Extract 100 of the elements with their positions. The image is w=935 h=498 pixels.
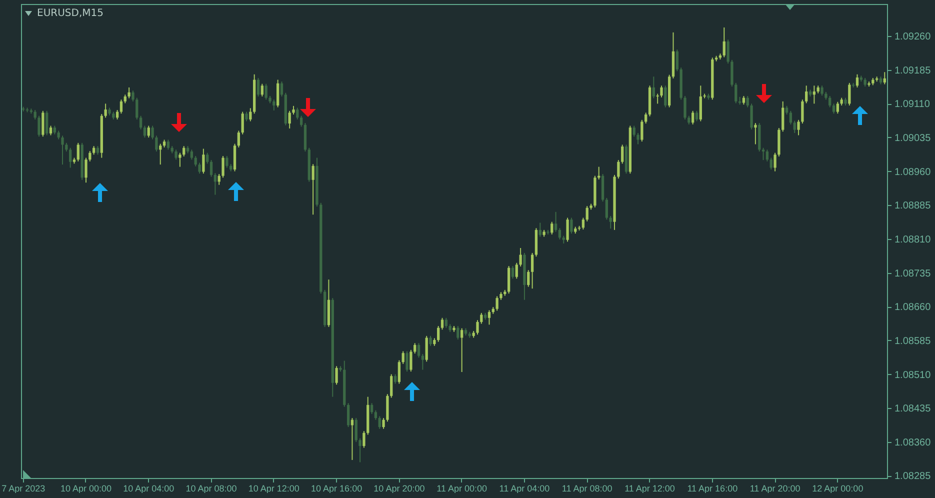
- candlestick: [84, 157, 88, 184]
- candlestick: [46, 110, 48, 136]
- candlestick: [398, 360, 401, 384]
- y-tick-label: 1.08735: [894, 268, 932, 280]
- candlestick: [174, 149, 178, 160]
- candlestick: [241, 111, 244, 135]
- candlestick: [601, 174, 604, 202]
- x-tick-label: 10 Apr 04:00: [123, 484, 174, 494]
- candlestick: [550, 221, 554, 235]
- candlestick: [104, 103, 107, 118]
- candlestick: [460, 328, 464, 373]
- candlestick: [382, 418, 385, 430]
- candlestick: [120, 99, 123, 114]
- candlestick: [805, 85, 808, 104]
- candlestick: [370, 402, 374, 414]
- candlestick: [726, 39, 730, 64]
- candlestick: [69, 147, 72, 168]
- x-tick-label: 10 Apr 20:00: [374, 484, 425, 494]
- candlestick: [444, 317, 448, 328]
- candlestick: [856, 74, 859, 88]
- candlestick: [820, 85, 824, 96]
- candlestick: [260, 83, 264, 97]
- candlestick: [429, 335, 432, 346]
- candlestick: [233, 143, 236, 172]
- candlestick: [766, 149, 769, 162]
- candlestick: [198, 162, 201, 174]
- candlestick: [214, 172, 217, 196]
- candlestick: [621, 144, 624, 164]
- candlestick: [182, 146, 186, 157]
- x-tick-label: 11 Apr 04:00: [499, 484, 550, 494]
- y-tick-label: 1.08360: [894, 437, 932, 448]
- candlestick: [832, 103, 836, 114]
- candlestick: [151, 125, 154, 140]
- candlestick: [378, 416, 381, 430]
- candlestick: [335, 366, 338, 386]
- candlestick: [582, 217, 585, 230]
- x-tick-label: 11 Apr 12:00: [624, 484, 675, 494]
- candlestick: [699, 85, 702, 122]
- candlestick: [312, 164, 314, 216]
- candlestick: [586, 206, 588, 222]
- y-tick-label: 1.08285: [894, 471, 932, 482]
- candlestick: [609, 215, 612, 230]
- candlestick: [237, 130, 240, 148]
- y-tick-label: 1.08885: [894, 200, 932, 212]
- candlestick: [617, 160, 620, 180]
- x-tick-label: 12 Apr 00:00: [812, 484, 864, 494]
- candlestick: [166, 139, 170, 150]
- x-tick-label: 11 Apr 20:00: [750, 484, 800, 494]
- x-tick-label: 10 Apr 16:00: [311, 484, 362, 494]
- candlestick: [828, 96, 832, 108]
- x-tick-label: 10 Apr 08:00: [186, 484, 237, 494]
- candlestick: [358, 438, 362, 463]
- candlestick: [440, 317, 444, 330]
- candlestick: [42, 110, 44, 138]
- candlestick: [789, 110, 792, 125]
- x-tick-label: 10 Apr 00:00: [60, 484, 112, 494]
- candlestick: [660, 85, 663, 98]
- x-tick-label: 10 Apr 12:00: [248, 484, 300, 494]
- candlestick: [476, 320, 479, 336]
- candlestick: [136, 97, 138, 120]
- candlestick: [656, 93, 659, 104]
- candlestick: [770, 157, 772, 170]
- candlestick: [836, 101, 839, 114]
- x-tick-label: 11 Apr 00:00: [436, 484, 488, 494]
- candlestick: [437, 326, 440, 342]
- candlestick: [362, 430, 366, 448]
- candlestick: [128, 86, 130, 99]
- candlestick: [519, 247, 522, 267]
- candlestick: [249, 108, 252, 122]
- candlestick: [194, 155, 197, 167]
- y-tick-label: 1.08585: [894, 336, 932, 347]
- candlestick: [605, 197, 608, 220]
- x-tick-label: 7 Apr 2023: [2, 484, 46, 494]
- candlestick: [570, 217, 573, 234]
- candlestick: [206, 152, 209, 164]
- candlestick: [527, 270, 530, 288]
- y-tick-label: 1.09260: [894, 32, 932, 43]
- candlestick: [222, 155, 224, 178]
- candlestick: [883, 72, 886, 85]
- candlestick: [61, 135, 64, 166]
- candlestick: [354, 418, 358, 442]
- candlestick: [390, 374, 393, 398]
- candlestick: [797, 119, 800, 136]
- candlestick: [782, 100, 784, 132]
- candlestick: [280, 81, 284, 97]
- candlestick: [210, 160, 213, 178]
- candlestick: [496, 296, 498, 312]
- candlestick: [762, 147, 765, 161]
- candlestick: [288, 110, 291, 129]
- candlestick: [644, 112, 648, 124]
- y-tick-label: 1.09110: [894, 99, 930, 110]
- candlestick: [515, 262, 518, 280]
- candlestick: [801, 99, 804, 124]
- y-tick-label: 1.08810: [894, 234, 932, 246]
- candlestick: [276, 79, 280, 108]
- candlestick: [410, 349, 412, 372]
- candlestick: [300, 115, 303, 128]
- candlestick: [652, 76, 655, 99]
- candlestick: [245, 111, 248, 122]
- candlestick: [730, 59, 734, 88]
